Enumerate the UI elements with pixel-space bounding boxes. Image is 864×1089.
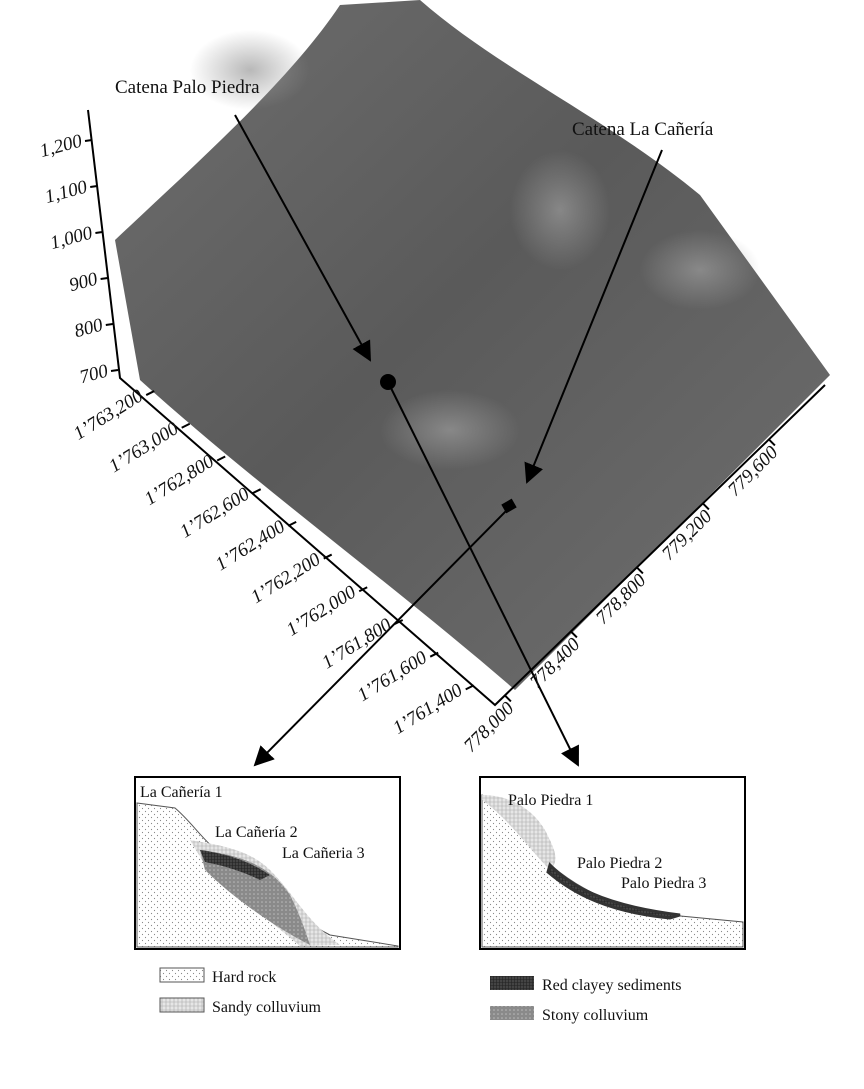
tick bbox=[253, 489, 261, 493]
y-tick-label: 1’762,600 bbox=[176, 483, 253, 542]
tick bbox=[111, 370, 118, 371]
y-tick-label: 1’761,600 bbox=[354, 647, 431, 706]
panel-label: Palo Piedra 1 bbox=[508, 792, 593, 809]
callout-label: Catena La Cañería bbox=[572, 119, 714, 140]
tick bbox=[101, 278, 108, 279]
z-tick-label: 1,000 bbox=[48, 222, 95, 253]
y-tick-label: 1’763,000 bbox=[105, 418, 182, 477]
z-tick-label: 1,200 bbox=[38, 130, 85, 161]
z-tick-label: 900 bbox=[67, 268, 100, 296]
tick bbox=[288, 522, 296, 526]
tick bbox=[217, 456, 225, 460]
tick bbox=[95, 232, 102, 233]
y-tick-label: 1’762,800 bbox=[141, 451, 218, 510]
tick bbox=[146, 391, 154, 395]
z-tick-label: 700 bbox=[77, 360, 110, 388]
surface bbox=[115, 0, 830, 690]
tick bbox=[106, 324, 113, 325]
z-tick-label: 800 bbox=[72, 314, 105, 342]
tick bbox=[182, 424, 190, 428]
legend: Hard rock Sandy colluvium Red clayey sed… bbox=[160, 968, 682, 1024]
panel-label: La Cañería 2 bbox=[215, 824, 298, 841]
panel: Palo Piedra 1 Palo Piedra 2 Palo Piedra … bbox=[480, 777, 745, 949]
callout-label: Catena Palo Piedra bbox=[115, 77, 260, 98]
legend-label: Sandy colluvium bbox=[212, 999, 321, 1016]
panel-label: Palo Piedra 2 bbox=[577, 855, 662, 872]
panel-label: Palo Piedra 3 bbox=[621, 875, 706, 892]
legend-label: Stony colluvium bbox=[542, 1007, 649, 1024]
y-tick-label: 1’762,200 bbox=[247, 549, 324, 608]
tick bbox=[85, 140, 92, 141]
legend-label: Red clayey sediments bbox=[542, 977, 682, 994]
legend-label: Hard rock bbox=[212, 969, 276, 986]
y-tick-label: 1’762,400 bbox=[212, 516, 289, 575]
panel: La Cañería 1 La Cañería 2 La Cañeria 3 bbox=[135, 777, 400, 949]
tick bbox=[90, 186, 97, 187]
z-tick-label: 1,100 bbox=[43, 176, 90, 207]
panel-label: La Cañería 1 bbox=[140, 784, 223, 801]
tick bbox=[466, 685, 474, 689]
figure: Catena Palo Piedra Catena La Cañería La … bbox=[0, 0, 864, 1089]
y-tick-label: 1’761,400 bbox=[389, 680, 466, 739]
panel-label: La Cañeria 3 bbox=[282, 845, 365, 862]
y-tick-label: 1’763,200 bbox=[70, 385, 147, 444]
x-tick-label: 778,000 bbox=[460, 698, 519, 757]
y-tick-label: 1’761,800 bbox=[318, 614, 395, 673]
y-tick-label: 1’762,000 bbox=[283, 581, 360, 640]
